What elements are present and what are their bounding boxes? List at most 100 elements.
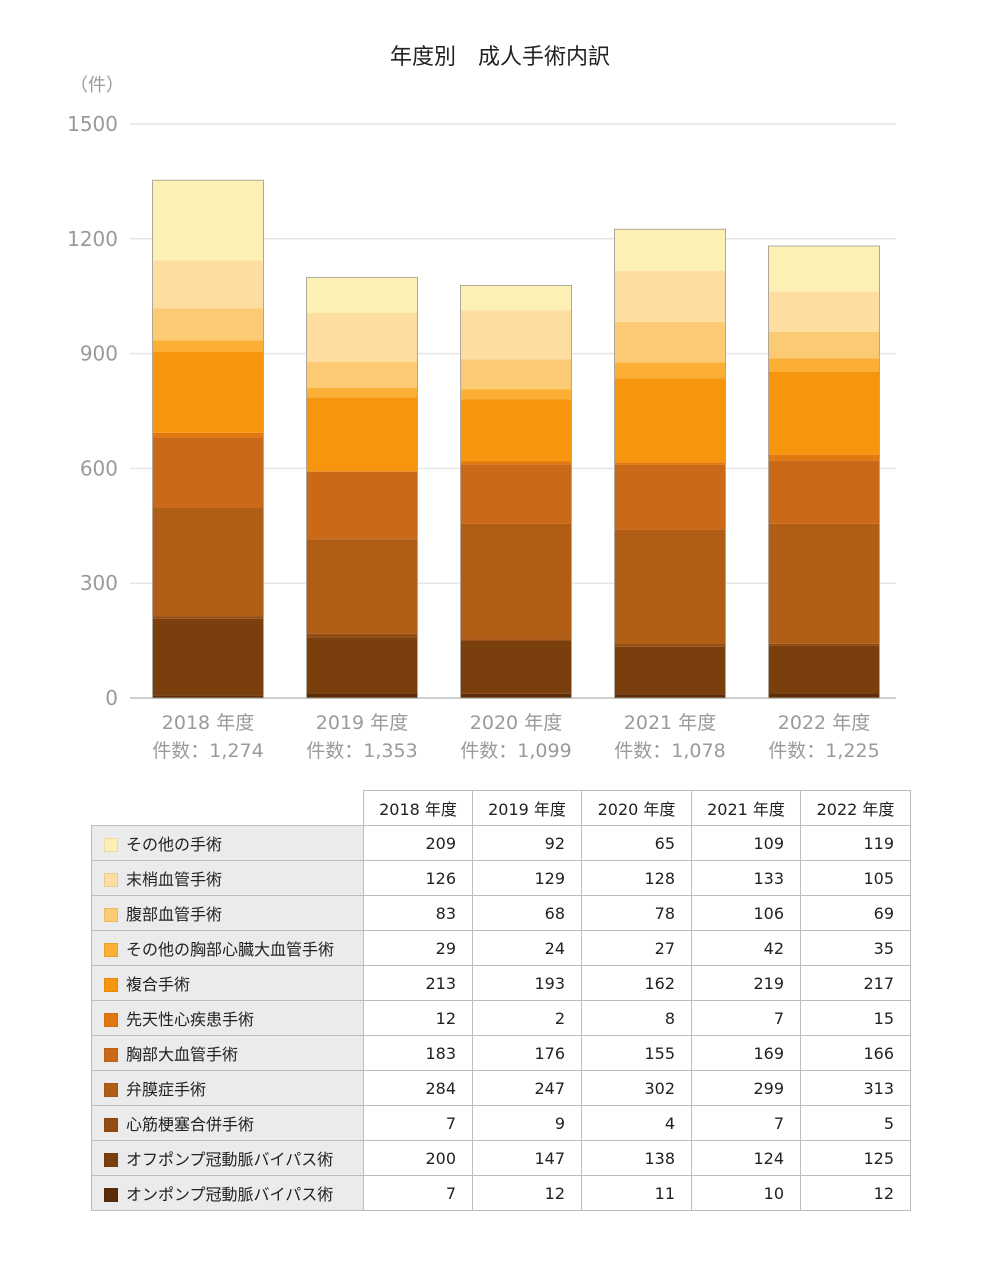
- table-cell: 92: [472, 825, 582, 861]
- bar-segment: [768, 523, 880, 644]
- table-header-cell: 2019 年度: [472, 790, 582, 826]
- x-count-label: 件数：1,078: [614, 740, 725, 762]
- bar-segment: [460, 389, 572, 400]
- table-cell: 7: [691, 1105, 801, 1141]
- bar-segment: [152, 507, 264, 617]
- table-cell: 29: [363, 930, 473, 966]
- bar-segment: [306, 539, 418, 634]
- bar-segment: [460, 359, 572, 390]
- bar-segment: [460, 639, 572, 641]
- table-header-cell: 2020 年度: [581, 790, 692, 826]
- legend-swatch: [104, 1013, 118, 1027]
- bar-segment: [306, 471, 418, 540]
- bar-segment: [152, 260, 264, 309]
- bar-segment: [460, 464, 572, 524]
- bar-segment: [768, 460, 880, 524]
- bar-outline: [460, 284, 572, 699]
- x-count-label: 件数：1,099: [460, 740, 571, 762]
- table-cell: 284: [363, 1070, 473, 1106]
- y-axis-ticks: 0 300 600 900 1200 1500: [67, 112, 118, 710]
- legend-label: 先天性心疾患手術: [126, 1010, 255, 1029]
- bar-segment: [768, 246, 880, 292]
- table-cell: 7: [363, 1175, 473, 1211]
- x-count-label: 件数：1,225: [768, 740, 879, 762]
- table-cell: 119: [800, 825, 911, 861]
- table-cell: 7: [691, 1000, 801, 1036]
- table-header-cell: 2022 年度: [800, 790, 911, 826]
- legend-label-cell: オフポンプ冠動脈バイパス術: [91, 1140, 364, 1176]
- table-header-row: 2018 年度 2019 年度 2020 年度 2021 年度 2022 年度: [92, 790, 911, 826]
- table-row: オンポンプ冠動脈バイパス術 7 12 11 10 12: [91, 1175, 911, 1211]
- bar-segment: [614, 229, 726, 271]
- table-cell: 8: [581, 1000, 692, 1036]
- bar-stack: [306, 276, 418, 699]
- bar-segment: [306, 277, 418, 313]
- bar-segment: [306, 397, 418, 472]
- table-cell: 169: [691, 1035, 801, 1071]
- bar-segment: [460, 285, 572, 311]
- bar-segment: [614, 529, 726, 645]
- bar-segment: [768, 645, 880, 694]
- bar-segment: [768, 693, 880, 698]
- bar-segment: [460, 640, 572, 694]
- bar-segment: [306, 633, 418, 638]
- legend-label-cell: 胸部大血管手術: [91, 1035, 364, 1071]
- bar-segment: [460, 399, 572, 462]
- table-corner: [92, 791, 364, 826]
- bar-segment: [306, 362, 418, 389]
- legend-label: オフポンプ冠動脈バイパス術: [126, 1150, 334, 1169]
- bar-segment: [306, 471, 418, 472]
- legend-label: オンポンプ冠動脈バイパス術: [126, 1185, 334, 1204]
- table-cell: 176: [472, 1035, 582, 1071]
- legend-swatch: [104, 838, 118, 852]
- bars: [152, 179, 880, 699]
- table-cell: 200: [363, 1140, 473, 1176]
- bar-segment: [614, 646, 726, 695]
- table-header-cell: 2018 年度: [363, 790, 473, 826]
- bar-segment: [306, 388, 418, 398]
- y-tick-label: 1200: [67, 227, 118, 251]
- y-tick-label: 300: [80, 571, 118, 595]
- table-cell: 213: [363, 965, 473, 1001]
- bar-segment: [614, 694, 726, 698]
- x-count-label: 件数：1,274: [152, 740, 263, 762]
- legend-label: その他の手術: [126, 835, 223, 854]
- table-cell: 42: [691, 930, 801, 966]
- bar-segment: [152, 618, 264, 696]
- table-cell: 9: [472, 1105, 582, 1141]
- table-cell: 24: [472, 930, 582, 966]
- table-row: その他の手術 209 92 65 109 119: [91, 825, 911, 861]
- y-tick-label: 900: [80, 342, 118, 366]
- table-cell: 147: [472, 1140, 582, 1176]
- table-cell: 12: [800, 1175, 911, 1211]
- bar-outline: [768, 245, 880, 699]
- bar-segment: [614, 362, 726, 379]
- legend-label: 複合手術: [126, 975, 191, 994]
- table-cell: 138: [581, 1140, 692, 1176]
- table-cell: 5: [800, 1105, 911, 1141]
- table-cell: 209: [363, 825, 473, 861]
- table-cell: 313: [800, 1070, 911, 1106]
- table-cell: 12: [472, 1175, 582, 1211]
- bar-outline: [152, 179, 264, 699]
- chart-title: 年度別 成人手術内訳: [390, 45, 610, 70]
- legend-label-cell: 心筋梗塞合併手術: [91, 1105, 364, 1141]
- bar-segment: [152, 180, 264, 261]
- legend-label-cell: 先天性心疾患手術: [91, 1000, 364, 1036]
- legend-swatch: [104, 1048, 118, 1062]
- table-cell: 155: [581, 1035, 692, 1071]
- legend-label-cell: 末梢血管手術: [91, 860, 364, 896]
- bar-segment: [460, 310, 572, 360]
- legend-label-cell: その他の胸部心臓大血管手術: [91, 930, 364, 966]
- legend-label-cell: その他の手術: [91, 825, 364, 861]
- x-tick-label: 2021 年度: [624, 712, 716, 734]
- table-cell: 105: [800, 860, 911, 896]
- legend-label: 弁膜症手術: [126, 1080, 207, 1099]
- legend-label: 心筋梗塞合併手術: [126, 1115, 255, 1134]
- table-cell: 27: [581, 930, 692, 966]
- bar-stack: [768, 245, 880, 699]
- bar-segment: [768, 643, 880, 646]
- table-row: 先天性心疾患手術 12 2 8 7 15: [91, 1000, 911, 1036]
- table-cell: 166: [800, 1035, 911, 1071]
- table-cell: 83: [363, 895, 473, 931]
